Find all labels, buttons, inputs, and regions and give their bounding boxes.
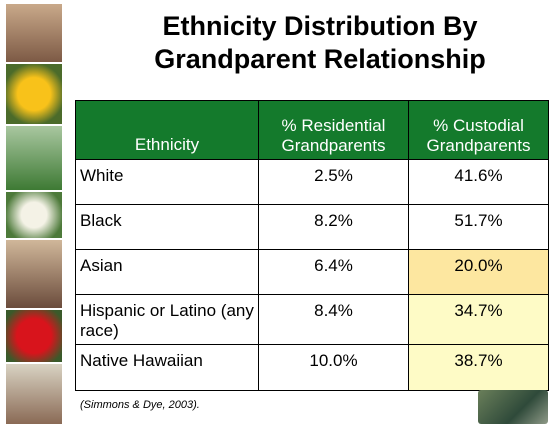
- photo: [6, 4, 62, 62]
- table-cell: Black: [76, 205, 259, 250]
- photo: [6, 64, 62, 124]
- photo: [6, 192, 62, 238]
- map-image: [478, 390, 548, 424]
- table-cell: Native Hawaiian: [76, 345, 259, 391]
- table-cell: 8.4%: [259, 295, 409, 345]
- photo: [6, 126, 62, 190]
- table-cell: Asian: [76, 250, 259, 295]
- header-row: Ethnicity % Residential Grandparents % C…: [76, 101, 549, 160]
- table-cell: 38.7%: [409, 345, 549, 391]
- slide: {"title": "Ethnicity Distribution By Gra…: [0, 0, 558, 424]
- table-cell: 20.0%: [409, 250, 549, 295]
- header-cell: % Custodial Grandparents: [409, 101, 549, 160]
- table-cell: 41.6%: [409, 160, 549, 205]
- title: Ethnicity Distribution By Grandparent Re…: [90, 10, 550, 76]
- photo: [6, 240, 62, 308]
- photo: [6, 310, 62, 362]
- data-table: Ethnicity % Residential Grandparents % C…: [75, 100, 549, 391]
- photo-strip: [0, 0, 65, 424]
- citation: (Simmons & Dye, 2003).: [80, 399, 200, 411]
- table-cell: 2.5%: [259, 160, 409, 205]
- header-cell: % Residential Grandparents: [259, 101, 409, 160]
- table-row: Hispanic or Latino (any race)8.4%34.7%: [76, 295, 549, 345]
- table-cell: 51.7%: [409, 205, 549, 250]
- table-cell: 10.0%: [259, 345, 409, 391]
- table-cell: 6.4%: [259, 250, 409, 295]
- table-cell: 8.2%: [259, 205, 409, 250]
- table-cell: 34.7%: [409, 295, 549, 345]
- table-cell: Hispanic or Latino (any race): [76, 295, 259, 345]
- table-cell: White: [76, 160, 259, 205]
- photo: [6, 364, 62, 424]
- header-cell: Ethnicity: [76, 101, 259, 160]
